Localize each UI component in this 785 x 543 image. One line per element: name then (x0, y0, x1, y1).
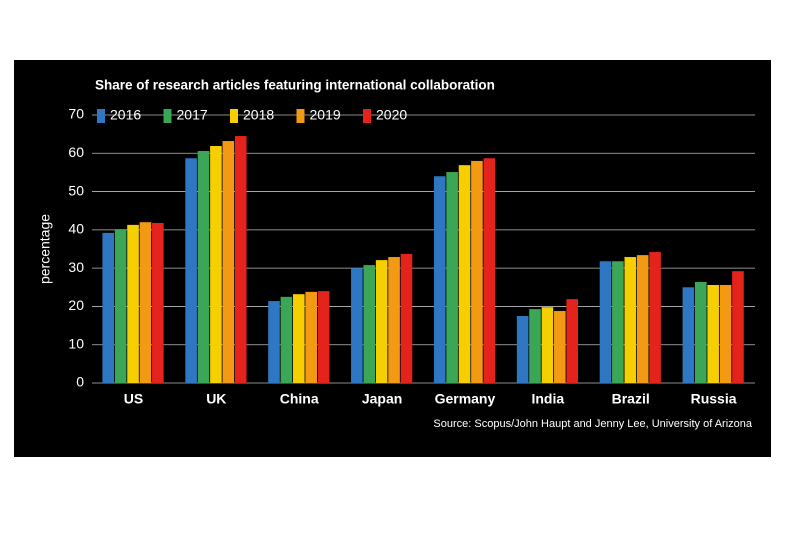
x-tick-label: India (531, 391, 564, 407)
legend-label: 2019 (310, 107, 341, 123)
y-tick-label: 20 (68, 297, 84, 313)
bar (305, 291, 317, 383)
y-tick-label: 30 (68, 259, 84, 275)
x-tick-label: Brazil (612, 391, 650, 407)
bar (599, 261, 612, 383)
bar (624, 257, 637, 383)
legend-label: 2018 (243, 107, 274, 123)
bar (636, 255, 649, 383)
bar (719, 284, 732, 383)
bar (280, 296, 293, 383)
x-tick-label: US (124, 391, 143, 407)
bar (612, 261, 624, 383)
bar (139, 222, 152, 383)
bar (566, 299, 579, 383)
legend-swatch (363, 109, 371, 123)
bar (375, 260, 388, 383)
legend-swatch (230, 109, 238, 123)
bar (152, 222, 164, 383)
bar (471, 160, 483, 383)
bar (732, 271, 744, 383)
legend-label: 2016 (110, 107, 141, 123)
y-tick-label: 70 (68, 106, 84, 122)
y-tick-label: 0 (76, 374, 84, 390)
bar (516, 316, 529, 383)
bar (351, 268, 363, 383)
chart-title: Share of research articles featuring int… (95, 78, 495, 93)
source-note: Source: Scopus/John Haupt and Jenny Lee,… (433, 418, 752, 430)
bar (127, 224, 139, 383)
bar (268, 301, 280, 383)
y-tick-label: 10 (68, 335, 84, 351)
y-tick-label: 50 (68, 182, 84, 198)
bar (458, 165, 471, 383)
legend-swatch (97, 109, 105, 123)
x-tick-label: China (280, 391, 319, 407)
bar (292, 294, 305, 383)
bar (483, 158, 496, 383)
bar (197, 150, 210, 383)
y-tick-label: 40 (68, 221, 84, 237)
bar (363, 265, 376, 383)
bar (433, 176, 446, 383)
bar (102, 232, 115, 383)
x-tick-label: Japan (362, 391, 402, 407)
bar (694, 281, 707, 383)
x-tick-label: Germany (435, 391, 496, 407)
bar (317, 291, 330, 383)
bar (541, 307, 554, 383)
bar (114, 229, 127, 383)
y-axis-label: percentage (37, 214, 53, 284)
bar (529, 309, 541, 383)
x-tick-label: Russia (691, 391, 737, 407)
bar (222, 141, 235, 383)
legend-label: 2017 (177, 107, 208, 123)
bar (707, 284, 719, 383)
bar (554, 311, 566, 383)
bar (649, 252, 661, 383)
legend-label: 2020 (376, 107, 407, 123)
bar (446, 172, 458, 383)
x-tick-label: UK (206, 391, 226, 407)
bar (388, 257, 400, 383)
legend-swatch (163, 109, 172, 123)
bar (210, 146, 222, 383)
bar (234, 136, 247, 383)
bar (185, 158, 197, 383)
legend-swatch (296, 109, 305, 123)
y-tick-label: 60 (68, 144, 84, 160)
bar (400, 253, 413, 383)
bar (682, 287, 695, 383)
